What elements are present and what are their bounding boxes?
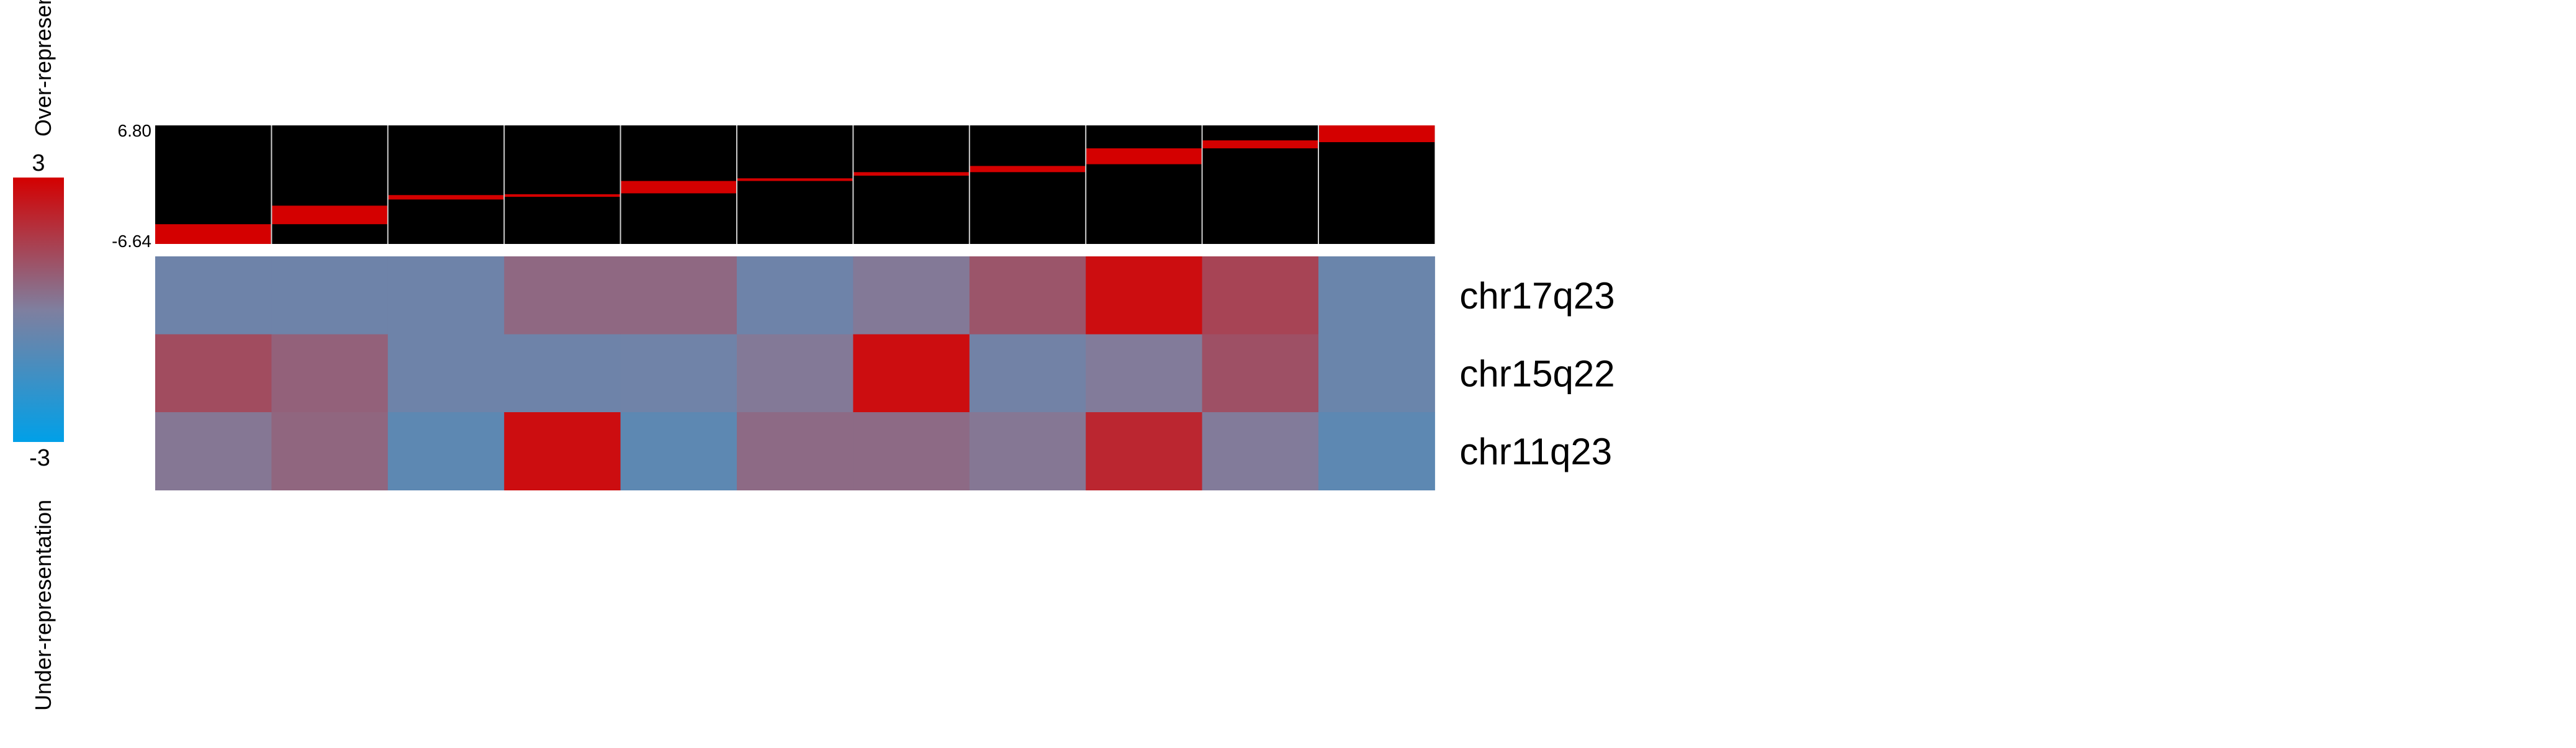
legend-color-bar	[13, 178, 64, 442]
annotation-band-4	[504, 194, 621, 197]
heatmap-cell-chr17q23-1	[155, 256, 272, 335]
heatmap-cell-chr11q23-6	[737, 412, 853, 490]
top-annotation: 6.80 -6.64	[112, 121, 1435, 251]
heatmap-cell-chr17q23-3	[387, 256, 505, 335]
annotation-band-11	[1318, 125, 1435, 143]
annotation-column-6	[737, 125, 853, 244]
legend-max-label: 3	[32, 150, 45, 176]
heatmap-cell-chr17q23-4	[504, 256, 621, 335]
annotation-band-9	[1086, 148, 1202, 164]
heatmap-cell-chr11q23-11	[1318, 412, 1435, 490]
annotation-band-8	[969, 166, 1086, 173]
heatmap-cell-chr11q23-8	[969, 412, 1086, 490]
annotation-column-8	[969, 125, 1086, 244]
row-labels: chr17q23 chr15q22 chr11q23	[1459, 275, 1615, 472]
heatmap-cell-chr15q22-11	[1318, 334, 1435, 413]
heatmap-cell-chr17q23-6	[737, 256, 853, 335]
annotation-band-6	[737, 178, 853, 181]
annotation-max-tick: 6.80	[118, 121, 152, 140]
color-legend: Over-representation 3 -3 Under-represent…	[13, 0, 64, 711]
heatmap-cell-chr15q22-8	[969, 334, 1086, 413]
annotation-band-5	[620, 181, 737, 194]
heatmap-cell-chr17q23-2	[271, 256, 389, 335]
annotation-column-7	[853, 125, 970, 244]
heatmap-cell-chr15q22-5	[620, 334, 737, 413]
heatmap-cell-chr11q23-7	[853, 412, 970, 490]
heatmap-cell-chr15q22-3	[387, 334, 505, 413]
heatmap-cell-chr15q22-9	[1086, 334, 1203, 413]
heatmap-cell-chr11q23-1	[155, 412, 272, 490]
heatmap-cell-chr15q22-2	[271, 334, 389, 413]
heatmap-cell-chr17q23-5	[620, 256, 737, 335]
heatmap-cell-chr11q23-10	[1202, 412, 1319, 490]
row-label-chr15q22: chr15q22	[1459, 353, 1615, 394]
annotation-column-3	[387, 125, 505, 244]
annotation-band-2	[271, 205, 388, 225]
heatmap-cell-chr17q23-10	[1202, 256, 1319, 335]
heatmap-cell-chr11q23-2	[271, 412, 389, 490]
annotation-band-1	[155, 224, 272, 244]
heatmap-cell-chr17q23-8	[969, 256, 1086, 335]
heatmap-cell-chr17q23-7	[853, 256, 970, 335]
annotation-band-10	[1202, 140, 1318, 148]
heatmap-cell-chr11q23-3	[387, 412, 505, 490]
legend-under-label: Under-representation	[30, 500, 56, 711]
heatmap-cell-chr11q23-5	[620, 412, 737, 490]
row-label-chr17q23: chr17q23	[1459, 275, 1615, 317]
heatmap-cell-chr15q22-10	[1202, 334, 1319, 413]
legend-min-label: -3	[29, 445, 50, 471]
annotation-column-11	[1318, 125, 1435, 244]
heatmap-grid	[155, 256, 1435, 490]
heatmap-cell-chr17q23-9	[1086, 256, 1203, 335]
annotation-column-2	[271, 125, 388, 244]
heatmap-cell-chr11q23-9	[1086, 412, 1203, 490]
heatmap-cell-chr11q23-4	[504, 412, 621, 490]
annotation-band-3	[387, 195, 505, 200]
annotation-band-7	[853, 172, 970, 176]
row-label-chr11q23: chr11q23	[1459, 431, 1612, 472]
heatmap-cell-chr17q23-11	[1318, 256, 1435, 335]
heatmap-cell-chr15q22-6	[737, 334, 853, 413]
annotation-column-9	[1086, 125, 1202, 244]
heatmap-cell-chr15q22-7	[853, 334, 970, 413]
annotation-column-4	[504, 125, 621, 244]
legend-over-label: Over-representation	[30, 0, 56, 137]
heatmap-cell-chr15q22-1	[155, 334, 272, 413]
annotation-min-tick: -6.64	[112, 232, 151, 251]
heatmap-cell-chr15q22-4	[504, 334, 621, 413]
